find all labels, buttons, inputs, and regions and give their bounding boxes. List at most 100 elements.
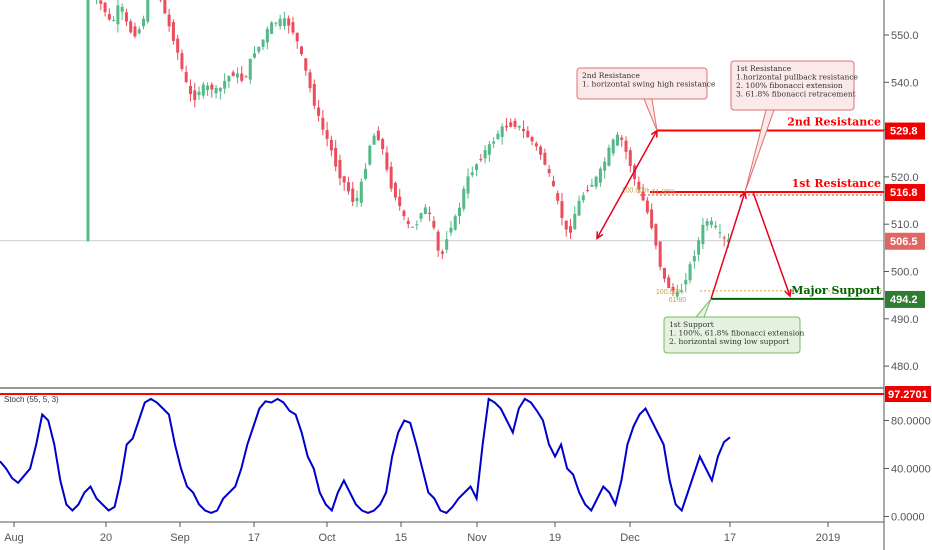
candle-body xyxy=(645,200,649,213)
candle-body xyxy=(701,224,705,245)
candle-body xyxy=(287,18,291,26)
time-tick-label: 20 xyxy=(100,532,112,544)
fib-label: 100.00% xyxy=(656,289,684,296)
candle-body xyxy=(590,184,594,187)
candle-body xyxy=(569,226,573,233)
candle-body xyxy=(218,87,222,92)
level-label: 2nd Resistance xyxy=(787,116,881,129)
stoch-tick-label: 80.0000 xyxy=(891,416,931,428)
candle-body xyxy=(248,58,252,80)
candle-body xyxy=(278,18,282,27)
time-tick-label: Nov xyxy=(467,532,487,544)
candle-body xyxy=(295,32,299,42)
candle-body xyxy=(432,220,436,228)
candle-body xyxy=(581,195,585,201)
candle-body xyxy=(103,2,107,13)
time-tick-label: Aug xyxy=(4,532,24,544)
candle-body xyxy=(457,207,461,216)
candle-body xyxy=(692,255,696,262)
candle-body xyxy=(253,53,257,58)
candle-body xyxy=(300,46,303,55)
stochastic-axis: 0.0000 40.0000 80.0000 xyxy=(884,416,931,524)
candle-body xyxy=(445,239,449,250)
candle-body xyxy=(146,0,150,22)
projection-arrows xyxy=(596,129,792,300)
candle-body xyxy=(129,21,133,33)
candle-body xyxy=(321,117,325,130)
candle-body xyxy=(560,201,564,218)
note-line: 1st Resistance xyxy=(736,64,792,73)
swing-arrow xyxy=(596,130,658,239)
candle-body xyxy=(709,220,713,225)
support-resistance-levels: 2nd Resistance 1st Resistance Major Suppor… xyxy=(640,116,884,300)
candle-body xyxy=(551,180,555,187)
note-box xyxy=(730,60,855,111)
candle-body xyxy=(675,291,679,297)
candle-body xyxy=(573,213,577,230)
candle-body xyxy=(611,139,615,154)
note-line: 1st Support xyxy=(669,320,714,329)
candle-body xyxy=(411,226,415,228)
level-price-tag: 494.2 xyxy=(890,294,918,306)
candle-body xyxy=(86,0,90,241)
candle-body xyxy=(402,210,406,217)
candle-body xyxy=(466,176,470,194)
candle-body xyxy=(440,251,444,254)
candle-body xyxy=(688,264,692,281)
candle-body xyxy=(718,232,722,234)
candle-body xyxy=(184,72,188,83)
candle-body xyxy=(206,85,210,90)
price-tags: 506.5 529.8 516.8 494.2 xyxy=(885,122,925,308)
candle-body xyxy=(534,143,538,147)
projection-down-arrow xyxy=(752,191,791,297)
candle-body xyxy=(180,53,184,70)
candle-body xyxy=(513,120,517,127)
candle-body xyxy=(615,134,619,146)
candle-body xyxy=(462,188,466,209)
price-candles xyxy=(86,0,730,301)
candle-body xyxy=(325,130,329,139)
candle-body xyxy=(351,188,355,202)
candle-body xyxy=(334,147,338,167)
candle-body xyxy=(112,19,116,21)
candle-body xyxy=(210,84,214,90)
stochastic-title: Stoch (55, 5, 3) xyxy=(4,395,59,404)
candle-body xyxy=(116,5,120,25)
price-tick-label: 510.0 xyxy=(891,219,919,231)
candle-body xyxy=(270,22,274,35)
candle-body xyxy=(607,147,611,166)
candle-body xyxy=(697,240,701,255)
time-tick-label: Sep xyxy=(170,532,190,544)
stochastic-series-line xyxy=(0,397,731,515)
candle-body xyxy=(372,135,376,145)
fib-label: 61.80 xyxy=(669,297,687,304)
time-axis: Aug 20 Sep 17 Oct 15 Nov 19 Dec 17 2019 xyxy=(4,522,840,544)
note-pointer xyxy=(694,298,712,318)
candle-body xyxy=(257,46,261,52)
candle-body xyxy=(338,159,342,179)
stoch-value-label: 97.2701 xyxy=(888,389,928,401)
candle-body xyxy=(637,181,641,190)
candle-body xyxy=(171,21,175,41)
candle-body xyxy=(603,161,607,171)
last-price-tag-bg xyxy=(885,232,925,250)
candle-body xyxy=(364,168,368,179)
candle-body xyxy=(671,286,675,292)
candle-body xyxy=(261,39,265,47)
price-tick-label: 540.0 xyxy=(891,77,919,89)
projection-down-arrow-head xyxy=(784,289,792,298)
candle-body xyxy=(594,176,598,187)
candle-body xyxy=(577,200,581,216)
time-tick-label: 2019 xyxy=(816,532,840,544)
candle-body xyxy=(509,122,513,127)
candle-body xyxy=(483,150,487,159)
candle-body xyxy=(120,7,124,12)
level-label: Major Support xyxy=(791,284,882,297)
candle-body xyxy=(124,12,128,22)
note-line: 1.horizontal pullback resistance xyxy=(736,73,859,82)
candle-body xyxy=(107,14,111,20)
candle-body xyxy=(389,166,393,189)
candle-body xyxy=(376,130,380,141)
